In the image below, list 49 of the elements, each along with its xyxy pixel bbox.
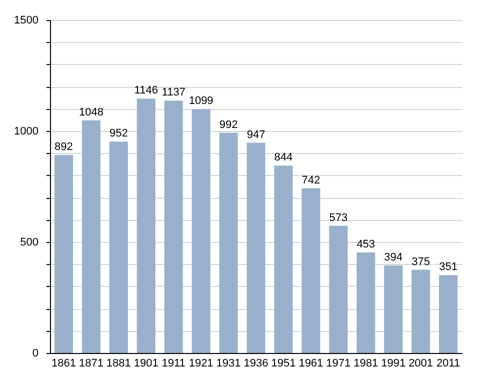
x-tick-label: 1951 (271, 358, 296, 370)
x-tick-label: 1971 (326, 358, 351, 370)
x-tick-label: 1936 (244, 358, 268, 370)
data-label: 375 (412, 256, 430, 268)
x-tick-label: 1981 (354, 358, 378, 370)
data-label: 992 (219, 118, 238, 131)
data-label: 394 (384, 252, 403, 264)
y-tick-label: 0 (32, 348, 38, 360)
bar (109, 142, 128, 353)
data-label: 1146 (134, 84, 158, 97)
bar (219, 132, 238, 353)
bar (246, 142, 266, 353)
bar (54, 154, 74, 353)
bar (302, 188, 320, 353)
x-tick-label: 1901 (134, 358, 158, 370)
bar (136, 98, 156, 353)
x-tick-label: 1961 (298, 358, 324, 370)
data-label: 844 (274, 152, 293, 164)
data-label: 351 (439, 261, 458, 274)
x-tick-label: 1931 (216, 358, 241, 370)
x-tick-label: 2011 (436, 358, 460, 370)
bar (164, 100, 183, 353)
x-tick-label: 1861 (51, 358, 76, 370)
data-label: 742 (302, 174, 320, 186)
y-tick-label: 1500 (14, 14, 38, 26)
y-tick-label: 1000 (14, 126, 38, 138)
bar (274, 166, 293, 353)
data-label: 1137 (162, 86, 186, 99)
bar (82, 120, 100, 353)
bar (329, 226, 348, 353)
x-tick-label: 1991 (381, 358, 406, 370)
bar (356, 252, 376, 353)
bar (192, 109, 210, 353)
data-label: 453 (356, 238, 376, 250)
x-tick-label: 1871 (78, 358, 104, 370)
data-label: 952 (109, 128, 128, 140)
bar (384, 266, 403, 353)
y-tick-label: 500 (20, 236, 38, 248)
x-tick-label: 1921 (188, 358, 214, 370)
x-tick-label: 2001 (408, 358, 434, 370)
data-label: 573 (329, 212, 348, 224)
data-label: 1048 (78, 106, 104, 118)
data-label: 1099 (188, 95, 214, 108)
data-label: 947 (246, 128, 266, 141)
bar (412, 270, 430, 353)
data-label: 892 (54, 140, 73, 153)
x-tick-label: 1881 (106, 358, 131, 370)
bar (438, 275, 458, 353)
x-tick-label: 1911 (162, 358, 186, 370)
